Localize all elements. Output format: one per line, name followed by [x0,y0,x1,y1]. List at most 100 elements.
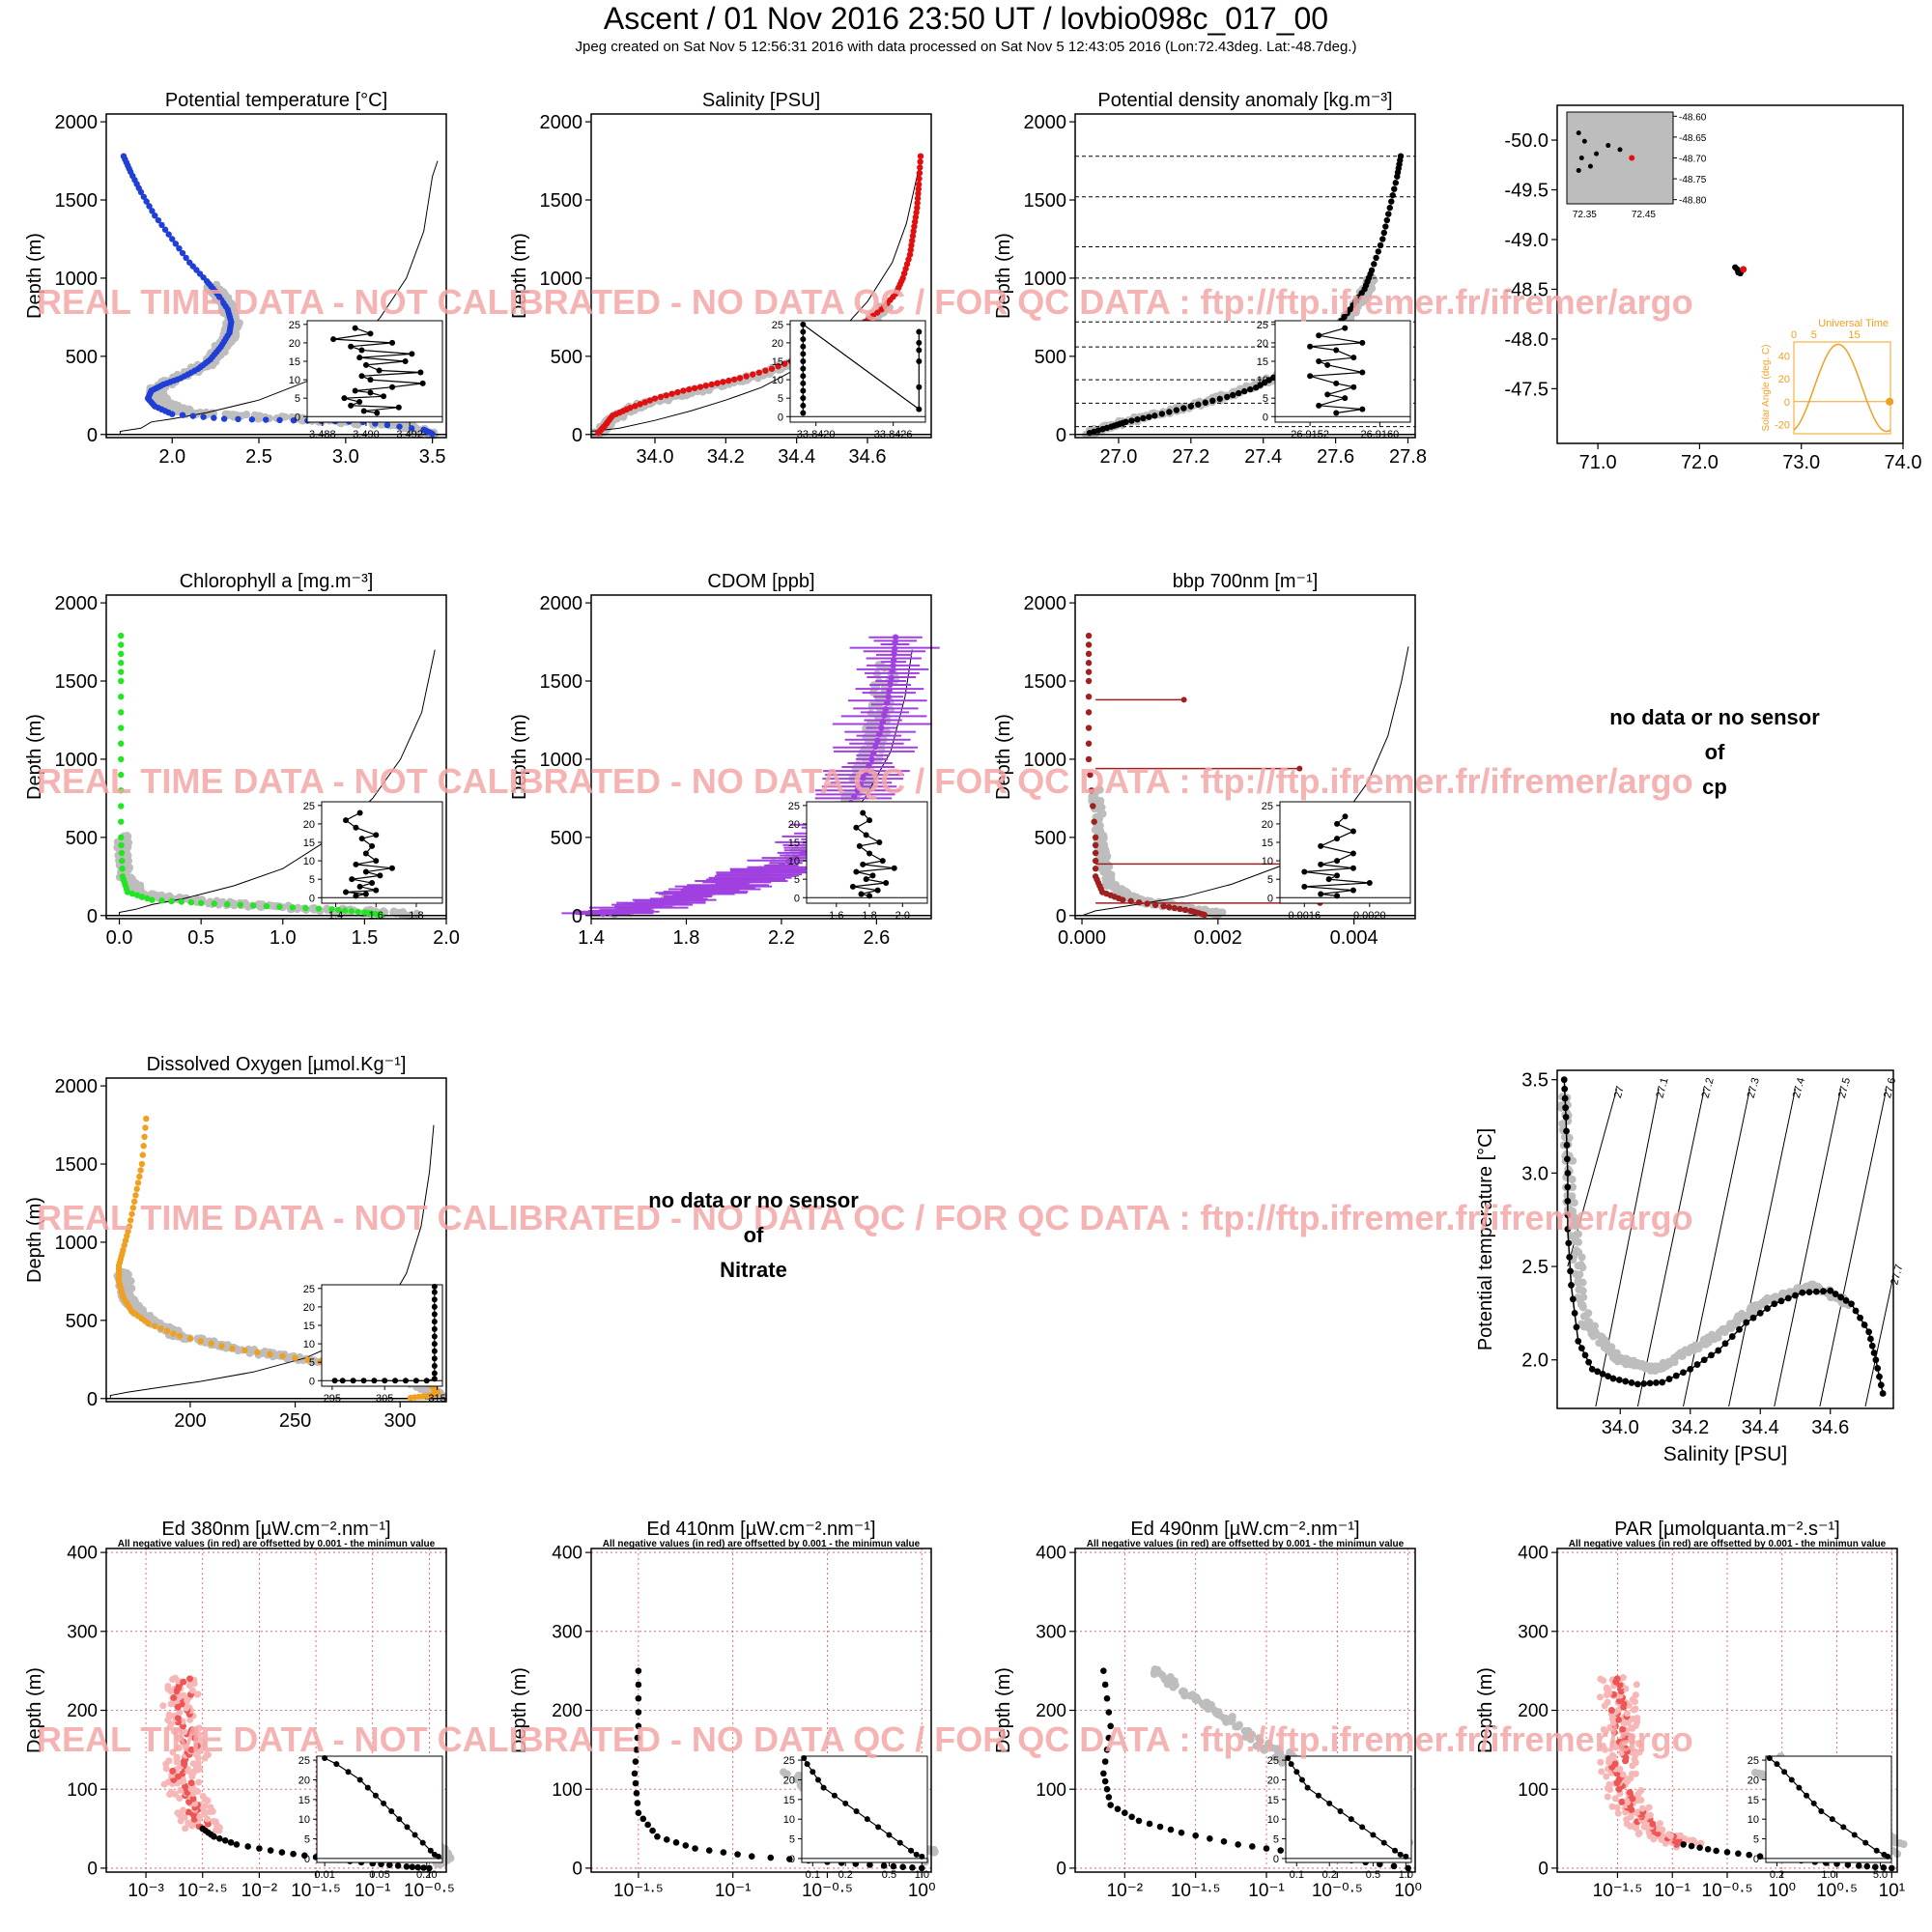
inset-point [377,872,384,879]
history-point [1275,1747,1284,1756]
profile-point [1192,1832,1199,1839]
inset-y-tick-label: 10 [303,856,315,867]
inset-x-tick-label: 0.01 [314,1869,334,1881]
profile-point [1085,677,1093,685]
inset-x-tick-label: 0.5 [882,1869,896,1881]
inset-x-tick-label: 0.1 [1290,1869,1304,1881]
y-tick-label: -50.0 [1504,130,1548,152]
profile-point [1235,1841,1241,1848]
profile-point [1090,803,1096,810]
profile-point [143,198,150,205]
inset-point [916,358,923,364]
profile-point [1241,387,1248,395]
y-tick-label: 1500 [540,190,583,212]
profile-point [884,699,891,706]
isopycnal-line [1636,1089,1705,1407]
profile-point [1151,412,1158,419]
y-tick-label: 300 [552,1622,582,1642]
negative-history-point [202,1808,210,1816]
ts-point [1634,1380,1641,1388]
profile-point [775,363,781,370]
inset-y-tick-label: 20 [1257,338,1268,350]
inset-point [1333,380,1340,386]
negative-value-point [185,1808,192,1816]
inset-point [1334,893,1341,899]
inset-point [358,836,365,842]
inset-x-tick-label: 1.0 [915,1869,929,1881]
y-tick-label: -48.0 [1504,329,1548,351]
y-tick-label: 500 [1035,828,1066,849]
inset-y-tick-label: 15 [1257,356,1268,368]
inset-y-tick-label: 20 [298,1775,310,1786]
page-title: Ascent / 01 Nov 2016 23:50 UT / lovbio09… [603,1,1329,36]
inset-point [800,387,807,394]
inset-point [431,1851,438,1858]
ts-point [1867,1335,1874,1343]
inset-point [1288,1761,1294,1768]
inset-point [800,373,807,380]
y-tick-label: 400 [552,1544,582,1564]
y-axis-label: Depth (m) [993,233,1014,319]
history-point [1179,1687,1187,1695]
negative-history-point [194,1759,202,1767]
x-tick-label: 0.004 [1330,927,1378,949]
inset-point [842,1800,849,1806]
x-tick-label: 0.5 [187,927,214,949]
profile-point [142,1124,149,1131]
profile-point [668,390,675,397]
inset-point [1285,1755,1292,1762]
inset-point [1403,1853,1409,1860]
profile-point [119,873,127,880]
x-tick-label: 2.6 [863,927,890,949]
inset-point [427,1847,434,1854]
profile-point [1122,418,1129,426]
profile-point [914,204,921,212]
inset-x-tick-label: 305 [376,1393,393,1405]
history-point [1264,1739,1273,1747]
ts-point [1680,1369,1687,1377]
ts-point [1571,1309,1578,1317]
inset-point [431,1311,438,1318]
negative-history-point [169,1748,177,1756]
x-tick-label: 3.5 [419,446,446,468]
negative-history-point [196,1765,204,1773]
negative-value-point [180,1678,187,1686]
inset-point [389,384,396,390]
inset-point [417,369,424,376]
profile-point [1103,1694,1111,1702]
x-tick-label: 0.002 [1194,927,1242,949]
inset-point [322,1755,328,1762]
y-axis-label: Depth (m) [24,714,45,800]
isopycnal-label: 27.2 [1700,1076,1717,1099]
inset-y-tick-label: 10 [783,1814,795,1826]
inset-y-tick-label: 10 [1262,856,1273,867]
panel-sal: 34.0 34.2 34.4 34.60500100015002000Salinity… [509,90,932,468]
history-point [310,1356,319,1365]
profile-point [146,203,153,210]
inset-point [381,393,387,400]
profile-point [118,668,125,675]
profile-point [1128,1813,1135,1821]
ts-point [1693,1361,1701,1368]
inset-point [1350,887,1356,894]
profile-point [1385,211,1392,217]
inset-point [1315,1792,1321,1799]
y-tick-label: 1500 [1024,671,1067,693]
profile-point [915,185,922,192]
inset-point [1325,876,1332,883]
inset-y-tick-label: 0 [1263,412,1268,423]
inset-y-tick-label: 10 [1257,375,1268,386]
profile-point [911,223,918,230]
inset-point [1342,325,1349,331]
inset-point [1359,339,1366,346]
profile-point [1236,389,1242,397]
profile-point [657,393,665,401]
negative-value-point [187,1779,195,1787]
ts-point [1615,1377,1623,1383]
profile-point [651,395,659,402]
profile-point [208,1340,214,1347]
y-tick-label: 2000 [540,593,583,614]
profile-point [1085,755,1093,763]
